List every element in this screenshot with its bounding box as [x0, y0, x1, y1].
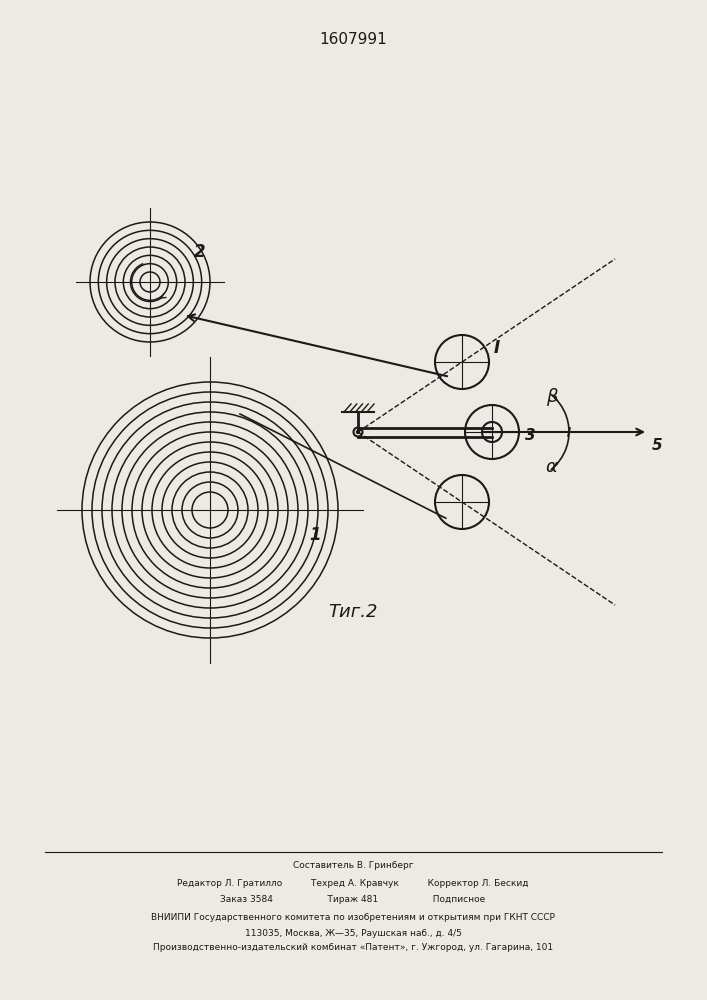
Text: 1607991: 1607991	[319, 32, 387, 47]
Text: Производственно-издательский комбинат «Патент», г. Ужгород, ул. Гагарина, 101: Производственно-издательский комбинат «П…	[153, 944, 553, 952]
Text: Редактор Л. Гратилло          Техред А. Кравчук          Корректор Л. Бескид: Редактор Л. Гратилло Техред А. Кравчук К…	[177, 880, 529, 888]
Text: 1: 1	[309, 526, 321, 544]
Text: 2: 2	[194, 243, 206, 261]
Text: 3: 3	[525, 428, 536, 444]
Text: 5: 5	[652, 438, 662, 454]
Text: $\alpha$: $\alpha$	[545, 458, 559, 476]
Text: Заказ 3584                   Тираж 481                   Подписное: Заказ 3584 Тираж 481 Подписное	[221, 896, 486, 904]
Circle shape	[356, 430, 359, 434]
Text: $\beta$: $\beta$	[546, 386, 559, 408]
Text: ВНИИПИ Государственного комитета по изобретениям и открытиям при ГКНТ СССР: ВНИИПИ Государственного комитета по изоб…	[151, 914, 555, 922]
Text: 113035, Москва, Ж—35, Раушская наб., д. 4/5: 113035, Москва, Ж—35, Раушская наб., д. …	[245, 928, 462, 938]
Text: I: I	[494, 339, 500, 357]
Text: Составитель В. Гринберг: Составитель В. Гринберг	[293, 861, 414, 870]
Text: Τиг.2: Τиг.2	[328, 603, 378, 621]
